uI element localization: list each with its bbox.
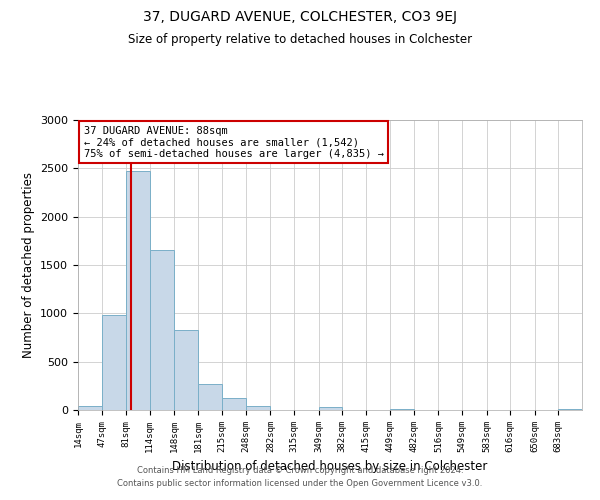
Bar — [223, 398, 246, 410]
Bar — [559, 408, 582, 410]
Bar — [126, 171, 149, 410]
Bar — [391, 408, 414, 410]
Bar — [319, 407, 342, 410]
Y-axis label: Number of detached properties: Number of detached properties — [22, 172, 35, 358]
Text: Contains HM Land Registry data © Crown copyright and database right 2024.
Contai: Contains HM Land Registry data © Crown c… — [118, 466, 482, 487]
Text: 37, DUGARD AVENUE, COLCHESTER, CO3 9EJ: 37, DUGARD AVENUE, COLCHESTER, CO3 9EJ — [143, 10, 457, 24]
X-axis label: Distribution of detached houses by size in Colchester: Distribution of detached houses by size … — [172, 460, 488, 473]
Text: Size of property relative to detached houses in Colchester: Size of property relative to detached ho… — [128, 32, 472, 46]
Bar — [246, 406, 270, 410]
Bar — [175, 330, 198, 410]
Text: 37 DUGARD AVENUE: 88sqm
← 24% of detached houses are smaller (1,542)
75% of semi: 37 DUGARD AVENUE: 88sqm ← 24% of detache… — [83, 126, 383, 159]
Bar — [78, 406, 101, 410]
Bar — [198, 384, 222, 410]
Bar — [150, 250, 174, 410]
Bar — [102, 316, 126, 410]
